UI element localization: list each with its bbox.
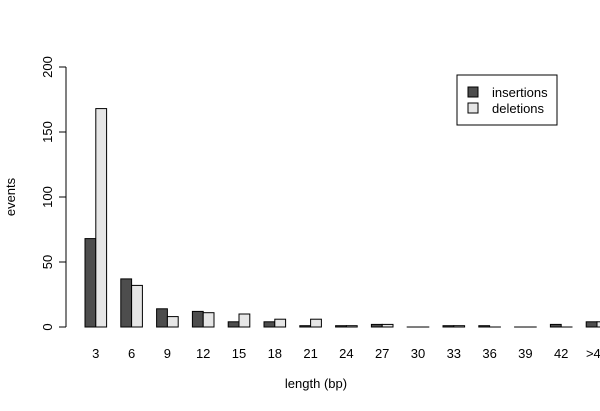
bar-deletions-24: [345, 325, 358, 328]
y-tick-label: 50: [40, 255, 55, 269]
x-tick-label: 3: [92, 346, 99, 361]
bar-insertions-15: [227, 321, 240, 328]
bar-insertions-21: [299, 325, 312, 328]
bar-insertions-6: [120, 278, 133, 328]
y-tick-label: 150: [40, 121, 55, 143]
bar-insertions-27: [370, 323, 383, 328]
bar-deletions-6: [131, 284, 143, 328]
bar-deletions-27: [381, 323, 394, 328]
x-tick-label: 21: [303, 346, 317, 361]
legend-swatch-insertions: [467, 86, 479, 98]
x-tick-label: 39: [518, 346, 532, 361]
y-axis-label: events: [3, 177, 18, 216]
legend-label-insertions: insertions: [492, 85, 548, 100]
legend-label-deletions: deletions: [492, 101, 545, 116]
bars: [84, 108, 600, 328]
bar-deletions->42: [596, 321, 600, 328]
x-tick-label: 36: [482, 346, 496, 361]
bar-deletions-3: [95, 108, 108, 328]
y-tick-label: 100: [40, 186, 55, 208]
bar-deletions-33: [453, 325, 466, 328]
x-tick-label: 42: [554, 346, 568, 361]
x-tick-label: 6: [128, 346, 135, 361]
x-tick-label: 27: [375, 346, 389, 361]
bar-insertions-42: [549, 323, 562, 328]
x-tick-label: 12: [196, 346, 210, 361]
y-axis: 0 50 100 150 200: [40, 56, 67, 331]
legend-box: [456, 74, 558, 126]
bar-deletions-15: [238, 313, 251, 328]
x-tick-label: 18: [268, 346, 282, 361]
x-tick-label: 24: [339, 346, 353, 361]
bar-insertions-18: [263, 321, 276, 328]
x-tick-label: 15: [232, 346, 246, 361]
bar-insertions->42: [585, 321, 598, 328]
x-tick-label: 33: [447, 346, 461, 361]
bar-insertions-33: [442, 325, 455, 328]
bar-insertions-24: [335, 325, 347, 328]
x-tick-label: 30: [411, 346, 425, 361]
y-tick-label: 200: [40, 56, 55, 78]
x-axis-label: length (bp): [285, 376, 347, 391]
x-tick-label: >42: [586, 346, 600, 361]
x-tick-label: 9: [164, 346, 171, 361]
bar-insertions-9: [156, 308, 168, 328]
bar-deletions-9: [166, 316, 179, 328]
y-tick-label: 0: [40, 323, 55, 330]
bar-deletions-12: [202, 312, 215, 328]
bar-insertions-12: [191, 310, 204, 328]
bar-insertions-36: [478, 325, 491, 328]
bar-insertions-3: [84, 238, 97, 328]
legend-swatch-deletions: [467, 102, 479, 114]
bar-deletions-21: [310, 318, 322, 328]
bar-deletions-18: [274, 318, 287, 328]
